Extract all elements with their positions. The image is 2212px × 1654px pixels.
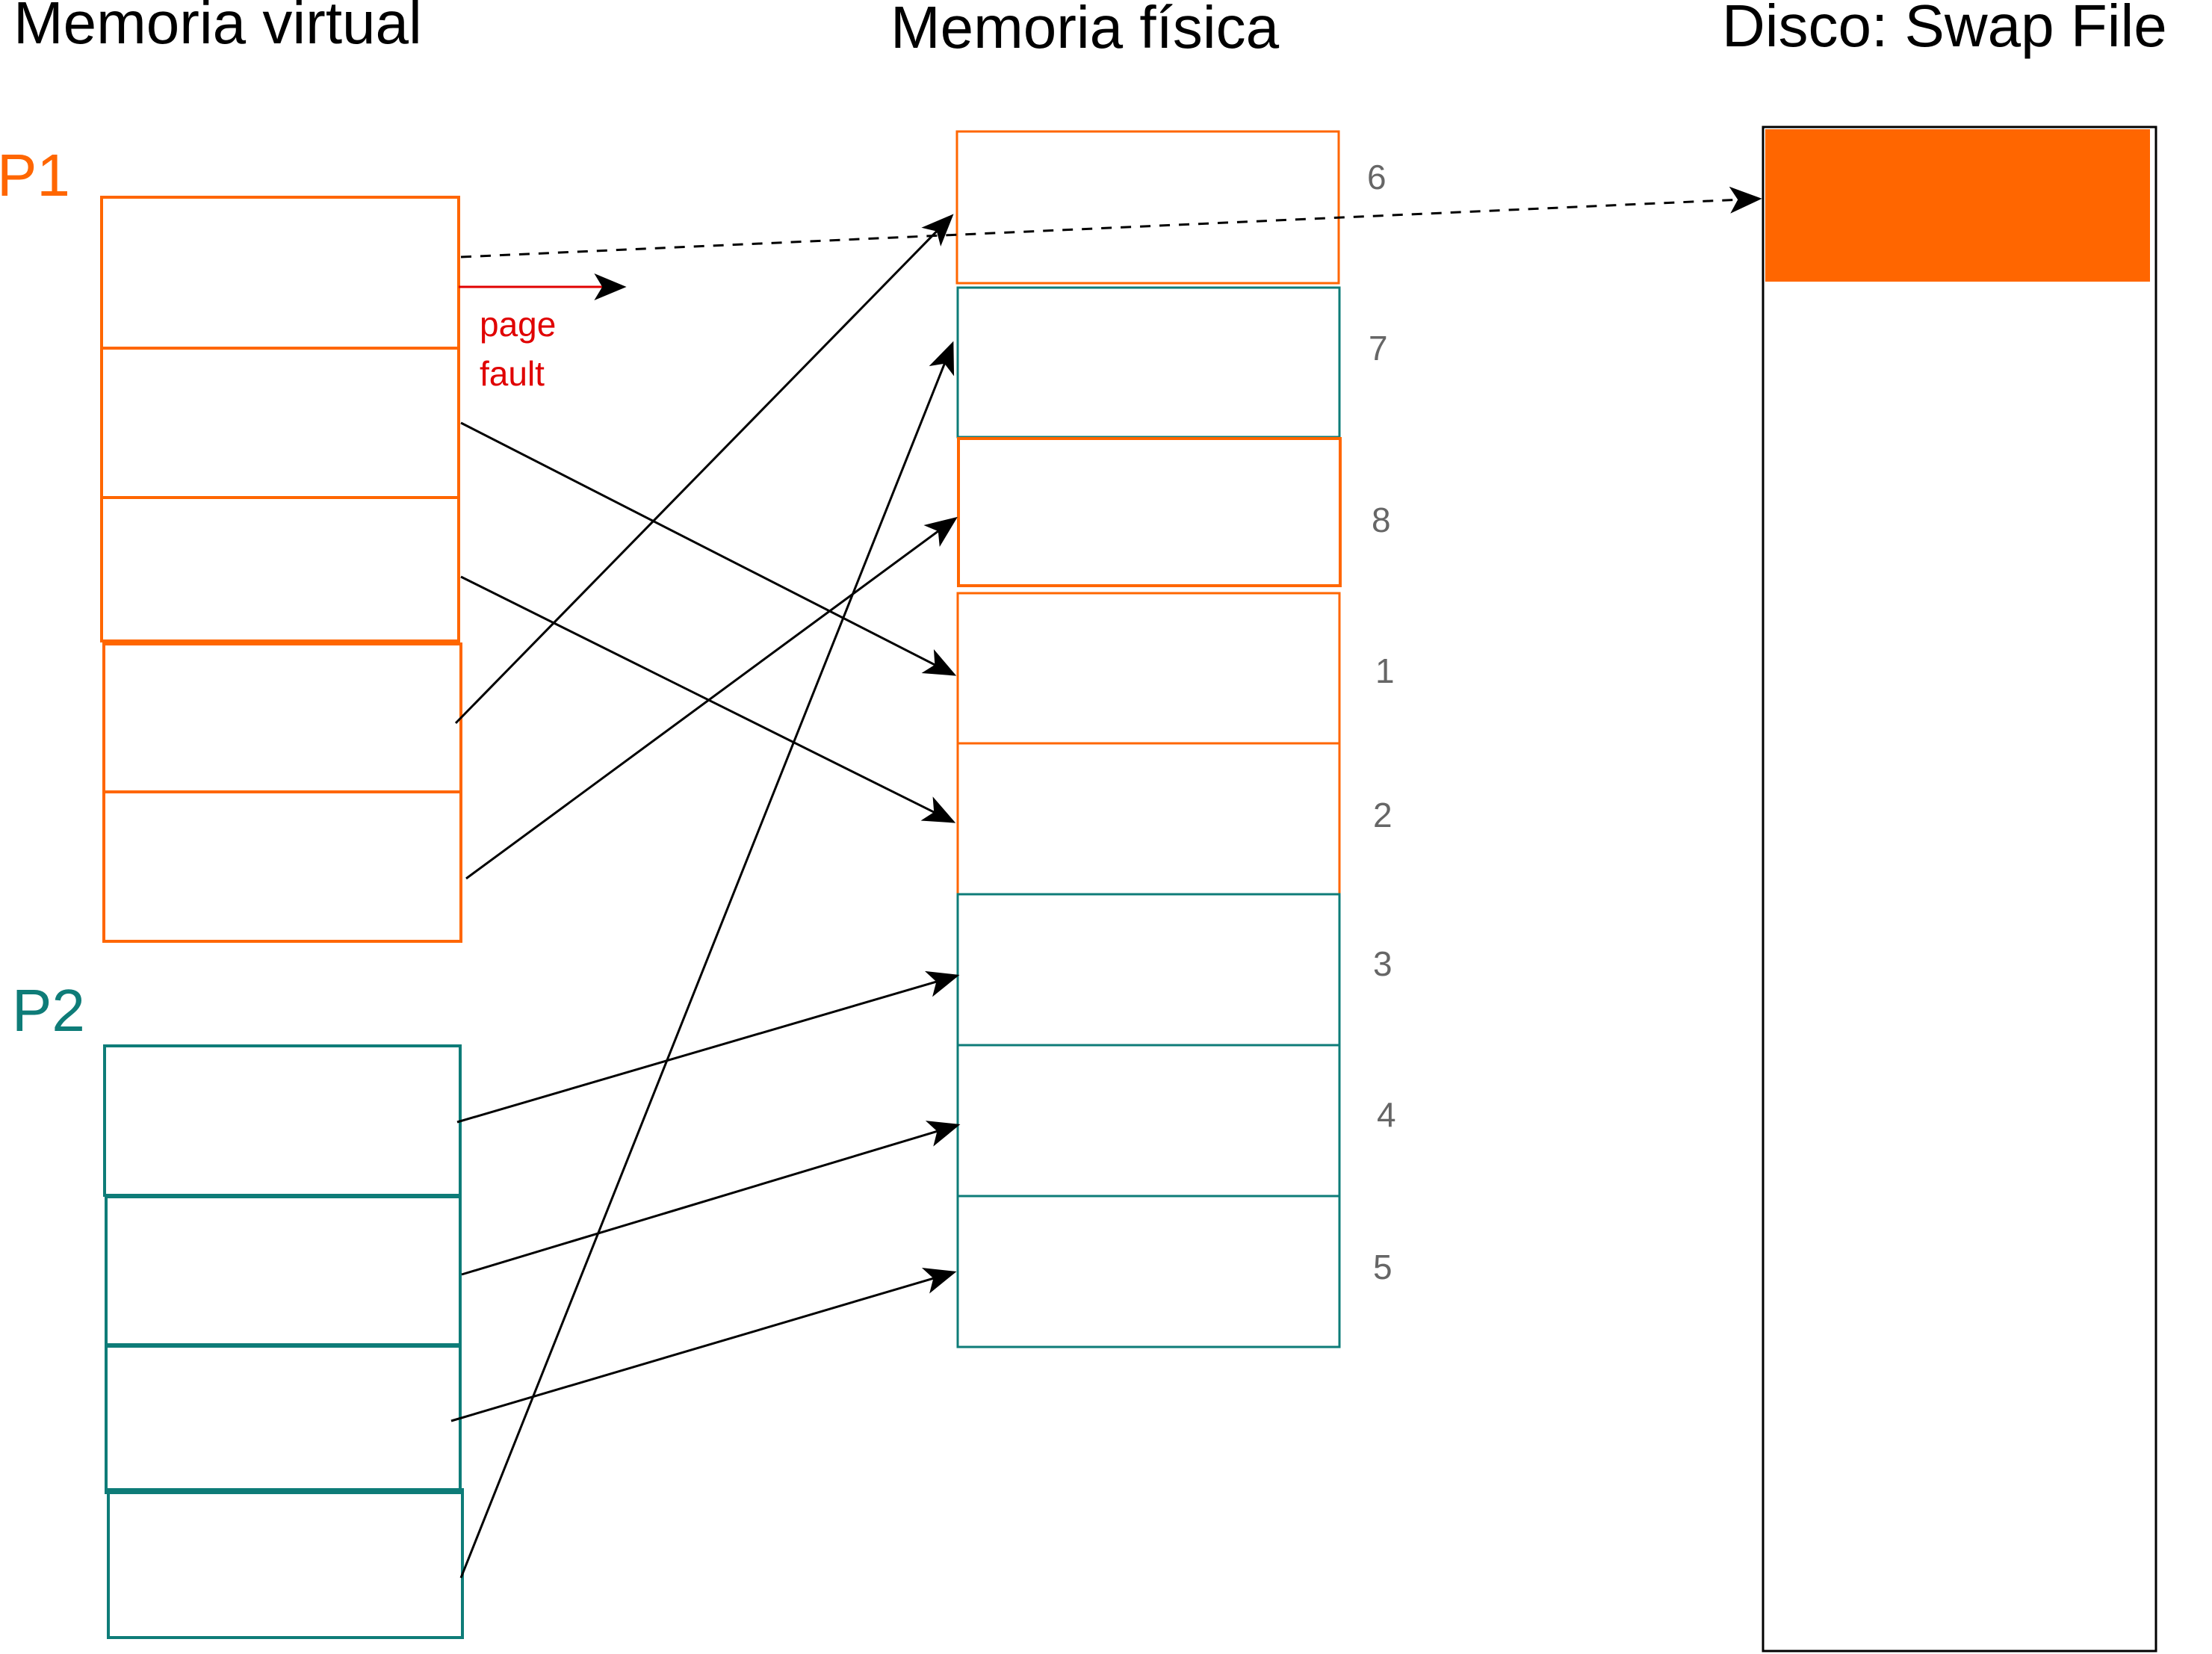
mapping-arrows: [450, 214, 961, 1579]
mapping-arrow: [465, 516, 958, 880]
frame-label: 1: [1375, 651, 1395, 690]
mapping-arrow: [460, 421, 957, 676]
frame-label: 3: [1373, 944, 1392, 983]
frame-2-box: [956, 742, 1341, 896]
p1-page: [100, 496, 460, 642]
swapped-page-block: [1765, 129, 2150, 282]
process-label-p1: P1: [0, 142, 70, 208]
mapping-arrow: [450, 1267, 957, 1422]
page-fault-label-line2: fault: [480, 354, 545, 393]
frame-label: 5: [1373, 1248, 1392, 1286]
p1-page: [100, 347, 460, 499]
mapping-arrow: [460, 575, 956, 823]
frame-label: 7: [1369, 329, 1388, 368]
p1-page: [102, 790, 462, 943]
p1-page: [100, 196, 460, 350]
mapping-arrow: [456, 970, 960, 1124]
frame-3-box: [956, 893, 1341, 1047]
frame-label: 6: [1367, 158, 1387, 196]
mapping-arrow: [454, 214, 954, 725]
frame-5-box: [956, 1195, 1341, 1348]
heading-physical-memory: Memoria física: [890, 0, 1280, 61]
frame-8-box: [957, 437, 1342, 587]
swap-arrow: [460, 186, 1762, 258]
p1-page: [102, 642, 462, 793]
p2-page: [105, 1195, 462, 1346]
process-label-p2: P2: [12, 977, 85, 1044]
p1-virtual-pages: [100, 196, 462, 943]
p2-page: [107, 1488, 464, 1639]
frame-label: 8: [1372, 501, 1391, 539]
mapping-arrow: [461, 1121, 961, 1276]
swap-file-box: [1762, 126, 2157, 1653]
physical-frames: [955, 130, 1342, 1348]
frame-6-box: [955, 130, 1340, 285]
frame-7-box: [956, 286, 1341, 439]
heading-swap-disk: Disco: Swap File: [1722, 0, 2167, 59]
frame-4-box: [956, 1044, 1341, 1198]
page-fault-label-line1: page: [480, 305, 556, 344]
frame-labels: 6 7 8 1 2 3 4 5: [1367, 158, 1396, 1286]
heading-virtual-memory: Memoria virtual: [13, 0, 422, 56]
p2-page: [103, 1044, 462, 1197]
mapping-arrow: [459, 341, 955, 1579]
p2-virtual-pages: [103, 1044, 464, 1639]
p2-page: [105, 1345, 462, 1494]
frame-1-box: [956, 592, 1341, 745]
frame-label: 4: [1377, 1095, 1396, 1134]
frame-label: 2: [1373, 796, 1392, 834]
